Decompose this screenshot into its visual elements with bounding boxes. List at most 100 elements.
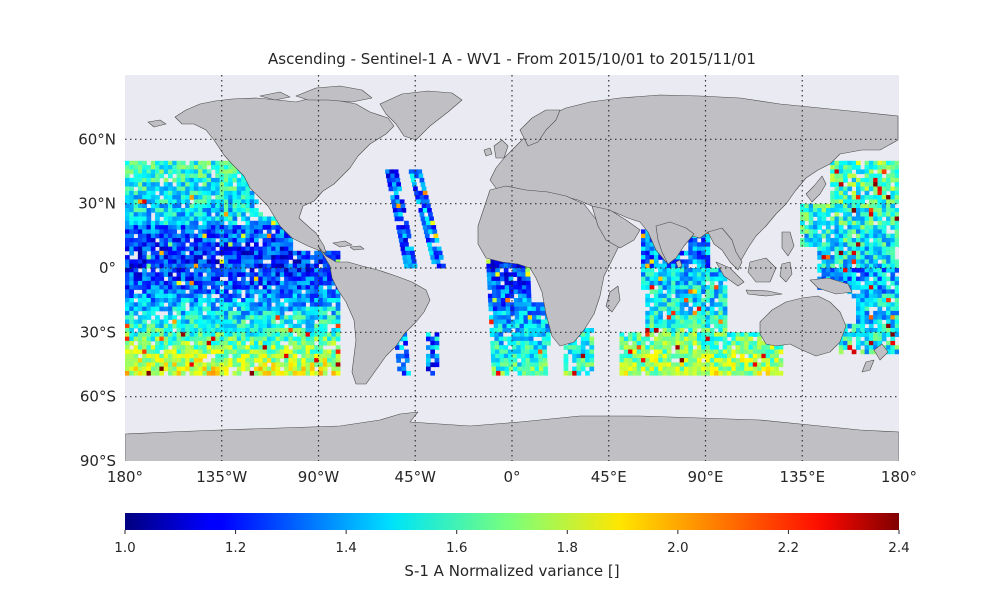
variance-cell	[516, 353, 522, 359]
variance-cell	[821, 242, 827, 247]
variance-cell	[202, 276, 208, 282]
variance-cell	[877, 263, 883, 269]
variance-cell	[176, 332, 182, 337]
variance-cell	[146, 177, 152, 183]
variance-cell	[490, 268, 496, 273]
variance-cell	[692, 323, 698, 329]
variance-cell	[653, 250, 659, 256]
variance-cell	[262, 263, 268, 269]
variance-cell	[163, 306, 169, 312]
variance-cell	[309, 340, 315, 346]
variance-cell	[877, 233, 883, 239]
variance-cell	[159, 272, 165, 277]
variance-cell	[150, 293, 156, 299]
variance-cell	[219, 345, 225, 350]
variance-cell	[517, 280, 523, 286]
variance-cell	[666, 336, 672, 342]
variance-cell	[684, 340, 689, 346]
variance-cell	[731, 332, 736, 337]
variance-cell	[532, 323, 538, 329]
variance-cell	[228, 293, 233, 299]
variance-cell	[185, 238, 190, 243]
variance-cell	[146, 328, 152, 333]
variance-cell	[228, 362, 233, 368]
variance-cell	[262, 336, 268, 342]
variance-cell	[488, 302, 494, 307]
variance-cell	[890, 276, 896, 282]
colorbar-tick-labels: 1.0 1.2 1.4 1.6 1.8 2.0 2.2 2.4	[114, 530, 910, 556]
variance-cell	[146, 199, 152, 205]
variance-cell	[843, 255, 848, 260]
variance-cell	[318, 298, 324, 303]
variance-cell	[830, 263, 835, 269]
variance-cell	[232, 173, 238, 179]
variance-cell	[688, 336, 693, 342]
variance-cell	[172, 203, 177, 209]
variance-cell	[886, 250, 891, 256]
variance-cell	[137, 182, 143, 187]
variance-cell	[641, 366, 646, 372]
variance-cell	[834, 199, 840, 205]
variance-cell	[701, 370, 706, 376]
variance-cell	[228, 272, 233, 277]
variance-cell	[142, 345, 147, 350]
variance-cell	[150, 336, 156, 342]
variance-cell	[137, 328, 143, 333]
variance-cell	[752, 332, 758, 337]
variance-cell	[254, 272, 259, 277]
variance-cell	[266, 216, 272, 222]
map-title: Ascending - Sentinel-1 A - WV1 - From 20…	[268, 50, 756, 68]
variance-cell	[206, 293, 212, 299]
variance-cell	[886, 212, 891, 217]
variance-cell	[514, 310, 520, 316]
variance-cell	[228, 255, 233, 260]
variance-cell	[529, 340, 534, 346]
variance-cell	[215, 345, 220, 350]
variance-cell	[301, 319, 306, 325]
variance-cell	[155, 250, 160, 256]
variance-cell	[877, 177, 883, 183]
lon-tick-label: 45°E	[591, 468, 627, 486]
variance-cell	[129, 212, 134, 217]
variance-cell	[245, 310, 251, 316]
variance-cell	[155, 182, 160, 187]
variance-cell	[163, 242, 169, 247]
variance-cell	[245, 306, 251, 312]
variance-cell	[159, 233, 165, 239]
variance-cell	[491, 285, 497, 290]
variance-cell	[576, 362, 582, 368]
variance-cell	[645, 349, 650, 355]
variance-cell	[679, 349, 685, 355]
variance-cell	[211, 366, 216, 372]
variance-cell	[847, 336, 853, 342]
variance-cell	[206, 186, 212, 192]
variance-cell	[150, 233, 156, 239]
variance-cell	[847, 212, 853, 217]
variance-cell	[851, 280, 857, 286]
variance-cell	[215, 349, 220, 355]
variance-cell	[146, 259, 152, 265]
variance-cell	[133, 306, 139, 312]
variance-cell	[838, 276, 844, 282]
variance-cell	[249, 293, 255, 299]
variance-cell	[155, 173, 160, 179]
variance-cell	[499, 349, 504, 355]
variance-cell	[701, 285, 706, 290]
sumatra	[715, 261, 745, 287]
variance-cell	[241, 255, 246, 260]
variance-cell	[232, 285, 238, 290]
variance-cell	[279, 315, 285, 320]
variance-cell	[335, 306, 341, 312]
variance-cell	[500, 285, 506, 290]
variance-cell	[514, 315, 520, 320]
variance-cell	[527, 310, 533, 316]
variance-cell	[176, 272, 182, 277]
variance-cell	[176, 280, 182, 286]
variance-cell	[137, 298, 143, 303]
variance-cell	[245, 302, 251, 307]
variance-cell	[236, 332, 242, 337]
variance-cell	[314, 263, 319, 269]
variance-cell	[228, 160, 233, 166]
variance-cell	[419, 212, 425, 217]
variance-cell	[284, 233, 289, 239]
